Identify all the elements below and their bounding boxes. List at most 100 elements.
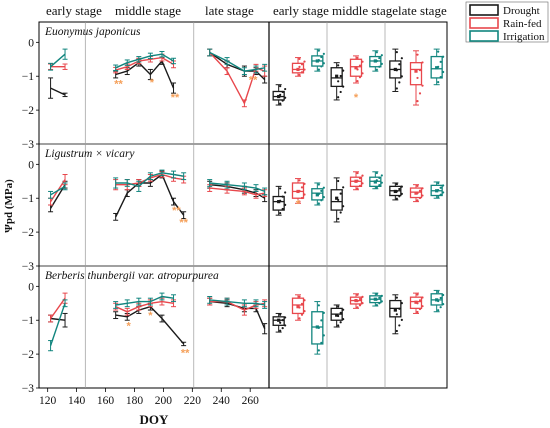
box-point [437, 81, 440, 84]
box-point [361, 295, 364, 299]
box-point [322, 62, 325, 65]
box-point [284, 191, 287, 194]
y-axis-title: Ψpd (MPa) [3, 179, 15, 233]
box-point [342, 318, 345, 321]
box-point [358, 177, 362, 180]
box-point [375, 59, 378, 63]
box-point [378, 184, 381, 187]
significance-star: ** [181, 347, 190, 359]
box-mean [296, 305, 300, 309]
legend: Drought Rain-fed Irrigation [465, 1, 549, 43]
box-point [356, 171, 359, 175]
box-point [337, 314, 340, 318]
box-point [317, 49, 320, 52]
box-point [378, 302, 381, 305]
box-point [395, 183, 398, 186]
stage-header-middle-box: middle stage [332, 3, 398, 18]
box-point [437, 290, 440, 294]
series-line-drought [50, 87, 66, 96]
box-point [375, 179, 378, 182]
box-point [437, 50, 440, 53]
panel-label-1: Euonymus japonicus [44, 26, 141, 38]
box-point [281, 207, 284, 211]
box-point [322, 186, 325, 189]
box-point [317, 192, 320, 196]
box-point [416, 293, 419, 296]
box-mean [296, 67, 300, 72]
box-point [380, 300, 383, 303]
box-point [418, 189, 422, 192]
box-point [337, 217, 340, 220]
x-tick-label: 240 [213, 395, 231, 407]
significance-star: * [127, 320, 132, 332]
box-point [380, 294, 383, 297]
box-point [439, 296, 442, 300]
stage-header-early: early stage [46, 3, 102, 18]
legend-swatch-irrigation [469, 30, 499, 42]
box-point [320, 189, 323, 192]
y-tick-label: −1 [22, 315, 34, 327]
box-point [281, 319, 284, 322]
box-point [322, 52, 325, 55]
box-point [279, 93, 282, 96]
line-series-layer [48, 48, 268, 352]
box-point [281, 326, 284, 330]
box-point [361, 60, 364, 63]
series-line-drought [50, 184, 66, 209]
box-mean [414, 69, 418, 73]
box-point [303, 310, 306, 313]
box-point [337, 64, 340, 67]
plot-frame [38, 21, 448, 389]
box-point [342, 186, 345, 189]
box-point [395, 190, 398, 193]
box-point [303, 68, 306, 71]
box-point [339, 321, 342, 324]
box-rainfed [409, 62, 423, 86]
box-point [398, 324, 401, 327]
box-point [317, 326, 320, 329]
box-point [356, 293, 359, 296]
box-point [395, 87, 398, 90]
box-point [416, 76, 419, 80]
box-point [356, 79, 359, 83]
box-point [439, 60, 442, 63]
box-point [439, 306, 442, 309]
y-tick-label: −3 [22, 261, 34, 273]
stage-header-late-box: late stage [398, 3, 447, 18]
significance-star-box: * [296, 198, 301, 210]
stage-header-middle: middle stage [115, 3, 181, 18]
x-tick-label: 140 [68, 395, 86, 407]
box-point [416, 53, 419, 56]
box-point [442, 293, 445, 297]
box-point [361, 72, 364, 75]
box-point [400, 318, 403, 321]
box-drought [272, 195, 285, 211]
box-point [279, 85, 282, 88]
box-point [361, 174, 364, 177]
box-point [317, 304, 320, 307]
box-point [279, 199, 282, 202]
box-mean [335, 313, 339, 317]
box-point [416, 199, 419, 202]
box-mean [393, 67, 397, 72]
box-point [337, 80, 340, 83]
box-point [303, 193, 306, 196]
x-tick-label: 160 [97, 395, 115, 407]
box-point [356, 56, 359, 59]
box-point [298, 65, 301, 69]
box-point [356, 68, 359, 71]
legend-swatch-drought [469, 4, 499, 16]
box-point [337, 96, 340, 99]
box-mean [277, 318, 281, 322]
box-point [442, 55, 445, 58]
box-mean [414, 300, 418, 304]
box-point [375, 51, 378, 54]
box-point [395, 197, 398, 200]
boxplot-layer [272, 48, 445, 355]
x-tick-label: 120 [39, 395, 57, 407]
box-point [400, 57, 403, 60]
box-point [279, 187, 282, 190]
box-mean [373, 180, 377, 184]
box-point [284, 324, 287, 327]
box-point [442, 70, 445, 74]
